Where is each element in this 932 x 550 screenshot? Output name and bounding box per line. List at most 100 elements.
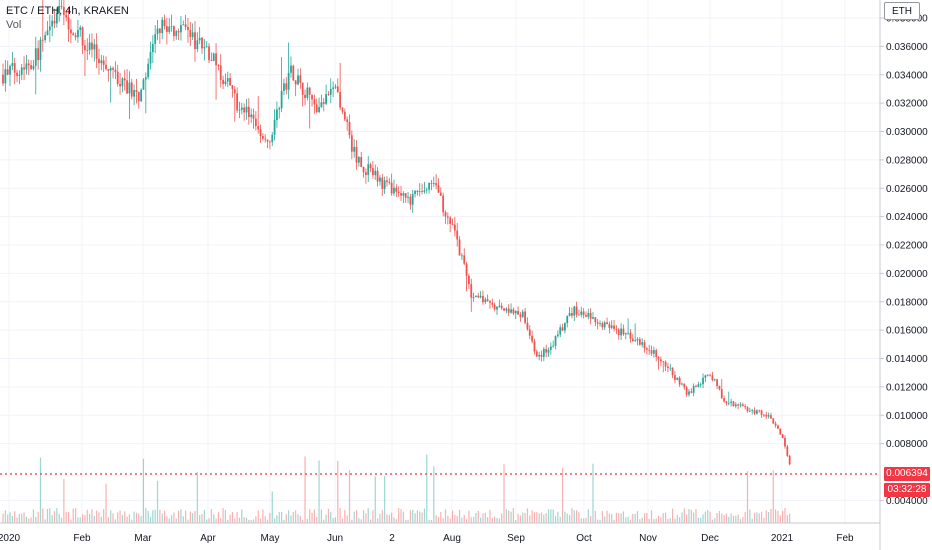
candle-body: [437, 185, 440, 193]
candle-body: [151, 43, 154, 53]
volume-bar: [107, 517, 109, 523]
candle-body: [222, 79, 224, 85]
volume-bar: [4, 510, 6, 523]
candle-body: [219, 65, 222, 80]
candle-body: [652, 350, 655, 354]
volume-bar: [400, 509, 402, 523]
volume-bar: [334, 517, 337, 523]
candle-body: [678, 377, 681, 385]
volume-bar: [662, 513, 664, 523]
candle-body: [205, 46, 208, 48]
candle-body: [37, 48, 40, 61]
volume-bar: [283, 519, 285, 523]
candle-body: [53, 20, 56, 24]
candle-body: [638, 339, 641, 345]
volume-bar: [440, 512, 442, 523]
candle-body: [503, 308, 505, 311]
volume-bar: [255, 516, 257, 523]
candle-body: [374, 170, 377, 176]
candle-body: [540, 354, 543, 357]
candle-body: [489, 301, 491, 303]
candle-body: [496, 306, 498, 310]
candle-body: [147, 63, 150, 78]
volume-bar: [557, 511, 559, 523]
candle-body: [453, 224, 456, 231]
currency-badge[interactable]: ETH: [884, 2, 920, 20]
candle-body: [596, 322, 599, 324]
candle-body: [44, 35, 47, 41]
volume-bar: [587, 509, 589, 523]
candle-body: [119, 83, 121, 87]
volume-bar: [707, 510, 709, 523]
volume-bar: [290, 515, 292, 523]
candle-body: [201, 37, 203, 49]
candle-body: [674, 375, 676, 380]
candle-body: [306, 87, 309, 98]
y-tick-label: 0.016000: [886, 326, 928, 337]
candle-body: [629, 332, 632, 339]
candle-body: [360, 157, 363, 167]
chart-grid: [0, 0, 880, 523]
volume-bar: [86, 509, 88, 523]
candle-body: [444, 212, 447, 217]
volume-bar: [222, 508, 224, 523]
volume-bar: [618, 512, 620, 523]
candle-body: [561, 327, 564, 331]
candle-body: [737, 404, 740, 406]
candle-body: [348, 121, 351, 136]
volume-bar: [42, 508, 44, 523]
volume-bar: [346, 515, 348, 523]
volume-bar: [60, 518, 63, 523]
candle-body: [407, 196, 409, 198]
volume-bar: [302, 519, 304, 523]
candle-body: [692, 385, 695, 393]
x-tick-label: 2: [389, 533, 395, 544]
volume-bar: [686, 514, 688, 523]
candle-body: [507, 308, 510, 313]
volume-bar: [461, 517, 463, 523]
candle-body: [292, 65, 295, 81]
volume-bar: [25, 516, 28, 523]
volume-bar: [779, 515, 781, 523]
volume-bar: [592, 463, 594, 523]
y-tick-label: 0.036000: [886, 42, 928, 53]
candle-body: [266, 139, 269, 142]
candle-body: [521, 311, 524, 317]
candle-body: [669, 367, 672, 369]
volume-bar: [173, 512, 175, 523]
candle-body: [41, 39, 44, 41]
candle-body: [533, 341, 536, 352]
candle-body: [88, 42, 91, 51]
candlesticks: [2, 0, 791, 466]
symbol-title[interactable]: ETC / ETH, 4h, KRAKEN: [6, 5, 129, 17]
time-axis[interactable]: 2020 Feb Mar Apr May Jun 2 Aug Sep Oct Nov Dec 2021 F…: [0, 533, 854, 544]
volume-bar: [271, 491, 273, 523]
price-axis[interactable]: 0.0380000.0360000.0340000.0320000.030000…: [880, 14, 928, 507]
volume-bar: [721, 513, 723, 523]
candle-body: [65, 14, 68, 18]
candle-body: [760, 410, 763, 415]
candle-body: [531, 335, 534, 342]
y-tick-label: 0.004000: [886, 496, 928, 507]
volume-bar: [177, 510, 180, 523]
volume-bar: [67, 511, 70, 523]
volume-bar: [454, 514, 456, 523]
candle-body: [414, 190, 416, 194]
y-tick-label: 0.012000: [886, 382, 928, 393]
volume-bar: [419, 511, 421, 523]
candle-body: [322, 102, 325, 104]
candle-body: [648, 349, 651, 351]
volume-bar: [386, 514, 388, 523]
candle-body: [58, 5, 61, 14]
volume-label[interactable]: Vol: [6, 19, 22, 31]
volume-bar: [262, 509, 264, 523]
candle-body: [397, 191, 400, 194]
volume-bar: [362, 509, 365, 523]
candle-body: [477, 295, 480, 298]
volume-bar: [639, 519, 641, 523]
volume-bar: [648, 518, 650, 523]
candle-body: [702, 377, 704, 385]
y-tick-label: 0.008000: [886, 439, 928, 450]
candle-body: [636, 339, 639, 341]
